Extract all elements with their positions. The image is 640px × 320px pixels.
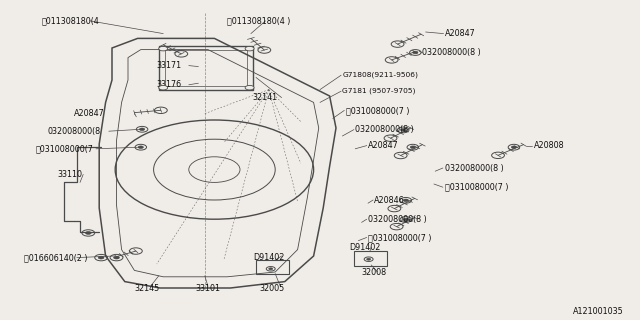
Text: 33171: 33171 [157, 61, 182, 70]
Text: ⓜ031008000(7 ): ⓜ031008000(7 ) [445, 183, 508, 192]
Circle shape [245, 85, 254, 90]
Text: A20847: A20847 [445, 29, 476, 38]
Circle shape [384, 135, 397, 141]
Circle shape [388, 205, 401, 212]
Circle shape [129, 248, 142, 254]
Circle shape [511, 146, 516, 148]
Circle shape [364, 257, 373, 261]
Text: 33110: 33110 [58, 170, 83, 179]
Circle shape [110, 254, 123, 261]
Text: Ⓑ016606140(2 ): Ⓑ016606140(2 ) [24, 253, 88, 262]
Text: 32145: 32145 [134, 284, 159, 293]
Circle shape [82, 230, 95, 236]
Circle shape [492, 152, 504, 158]
Text: Ⓑ011308180(4: Ⓑ011308180(4 [42, 16, 99, 25]
Text: 032008000(8: 032008000(8 [48, 127, 101, 136]
Text: 032008000(8 ): 032008000(8 ) [445, 164, 504, 172]
Text: A20847: A20847 [74, 109, 104, 118]
Text: G7181 (9507-9705): G7181 (9507-9705) [342, 88, 416, 94]
Text: 32005: 32005 [259, 284, 284, 293]
Circle shape [136, 126, 148, 132]
Text: A20846: A20846 [374, 196, 405, 204]
Circle shape [403, 218, 408, 221]
Circle shape [367, 258, 371, 260]
Circle shape [159, 46, 168, 51]
Text: A20847: A20847 [368, 141, 399, 150]
Circle shape [266, 267, 275, 271]
Text: D91402: D91402 [253, 253, 284, 262]
Text: 32141: 32141 [253, 93, 278, 102]
Text: Ⓑ011308180(4 ): Ⓑ011308180(4 ) [227, 16, 291, 25]
Circle shape [390, 223, 403, 230]
Text: 032008000(8 ): 032008000(8 ) [422, 48, 481, 57]
Circle shape [403, 199, 408, 202]
Circle shape [138, 146, 143, 148]
Text: ⓜ031008000(7: ⓜ031008000(7 [35, 144, 93, 153]
Bar [256, 260, 289, 274]
Text: 032008000(8 ): 032008000(8 ) [368, 215, 427, 224]
Circle shape [400, 197, 412, 203]
Text: D91402: D91402 [349, 243, 380, 252]
Circle shape [401, 129, 406, 131]
Circle shape [413, 51, 418, 54]
Text: 032008000(8 ): 032008000(8 ) [355, 125, 414, 134]
Text: A121001035: A121001035 [573, 307, 623, 316]
Circle shape [95, 254, 108, 261]
Text: ⓜ031008000(7 ): ⓜ031008000(7 ) [346, 106, 409, 115]
Circle shape [154, 107, 167, 114]
Text: 33101: 33101 [195, 284, 220, 293]
Text: ⓜ031008000(7 ): ⓜ031008000(7 ) [368, 233, 431, 242]
Circle shape [394, 152, 407, 159]
Circle shape [258, 47, 271, 53]
Circle shape [391, 41, 404, 47]
Circle shape [99, 256, 104, 259]
Text: G71808(9211-9506): G71808(9211-9506) [342, 72, 419, 78]
Circle shape [269, 268, 273, 270]
Bar [354, 251, 387, 266]
Circle shape [385, 57, 398, 63]
Circle shape [407, 144, 419, 150]
Circle shape [140, 128, 145, 131]
Circle shape [400, 217, 412, 222]
Circle shape [159, 85, 168, 90]
Circle shape [245, 46, 254, 51]
Circle shape [508, 144, 520, 150]
Circle shape [397, 127, 409, 133]
Text: 32008: 32008 [362, 268, 387, 277]
Circle shape [410, 50, 421, 55]
Text: A20808: A20808 [534, 141, 565, 150]
Circle shape [86, 232, 92, 234]
Circle shape [114, 256, 119, 259]
Circle shape [175, 51, 188, 57]
Circle shape [410, 146, 415, 148]
Text: 33176: 33176 [157, 80, 182, 89]
Circle shape [135, 144, 147, 150]
